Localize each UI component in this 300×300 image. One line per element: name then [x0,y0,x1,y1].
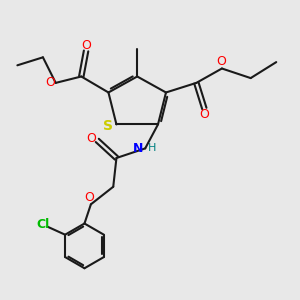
Text: O: O [84,191,94,204]
Text: N: N [133,142,143,155]
Text: O: O [216,55,226,68]
Text: O: O [87,132,97,145]
Text: O: O [81,39,91,52]
Text: H: H [148,143,156,153]
Text: S: S [103,119,113,133]
Text: Cl: Cl [36,218,50,231]
Text: O: O [45,76,55,89]
Text: O: O [200,108,209,121]
